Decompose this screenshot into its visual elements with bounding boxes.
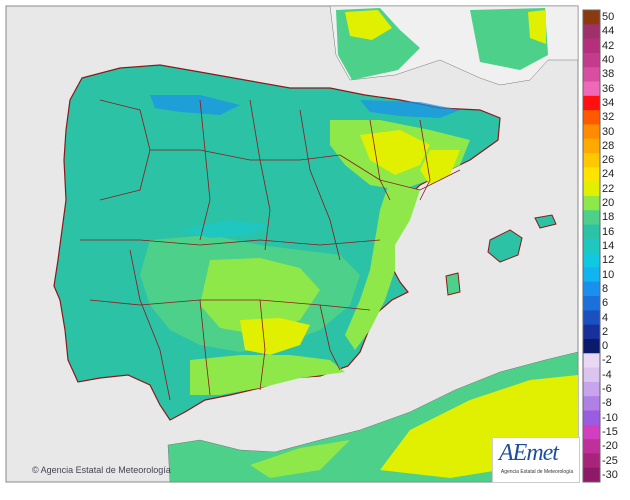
ebro-mouth-hot xyxy=(420,150,460,185)
legend-tick-label: -2 xyxy=(602,354,612,367)
africa-coast-zone xyxy=(250,440,350,478)
legend-swatch xyxy=(583,10,600,25)
legend-swatch xyxy=(583,238,600,254)
legend-swatch xyxy=(583,81,600,97)
legend-tick-label: 34 xyxy=(602,96,615,109)
legend-tick-label: 40 xyxy=(602,54,615,67)
south-coast-warm xyxy=(190,355,345,395)
legend-tick-label: -4 xyxy=(602,368,612,381)
legend-swatch xyxy=(583,381,600,397)
cantabrian-cold xyxy=(150,95,240,115)
legend-swatch xyxy=(583,95,600,111)
east-coast-warm xyxy=(345,180,420,350)
legend-swatch xyxy=(583,439,600,454)
france-hot-zone xyxy=(345,10,392,40)
france-east-zone xyxy=(470,8,548,70)
legend-tick-label: 42 xyxy=(602,39,615,52)
legend-tick-label: 44 xyxy=(602,25,615,38)
legend-swatch xyxy=(583,453,600,469)
legend-tick-label: 20 xyxy=(602,197,615,210)
legend-swatch xyxy=(583,396,600,411)
guadalquivir-hot xyxy=(240,318,310,355)
aemet-logo: AEmet Agencia Estatal de Meteorología xyxy=(492,437,580,483)
legend-swatch xyxy=(583,296,600,311)
legend-swatch xyxy=(583,424,600,440)
legend-swatch xyxy=(583,24,600,40)
legend-tick-label: 16 xyxy=(602,225,615,238)
lamancha-warm xyxy=(200,258,320,335)
mallorca-island xyxy=(487,229,523,263)
legend-tick-label: 36 xyxy=(602,82,615,95)
menorca-island xyxy=(534,214,557,229)
legend-swatch xyxy=(583,467,600,483)
legend-tick-label: -30 xyxy=(602,468,618,481)
legend-swatch xyxy=(583,253,600,268)
france-east-hot xyxy=(528,10,546,44)
legend-tick-label: 28 xyxy=(602,139,615,152)
legend-swatch xyxy=(583,167,600,183)
legend-tick-label: 8 xyxy=(602,282,609,295)
legend-tick-label: 18 xyxy=(602,211,615,224)
legend-tick-label: -8 xyxy=(602,397,612,410)
province-borders xyxy=(80,99,461,401)
legend-swatch xyxy=(583,67,600,83)
legend-swatch xyxy=(583,181,600,197)
legend-tick-label: 12 xyxy=(602,254,615,267)
copyright-symbol: © xyxy=(32,465,39,475)
legend-swatch xyxy=(583,324,600,340)
legend-tick-label: 14 xyxy=(602,240,615,252)
legend-swatch xyxy=(583,195,600,211)
legend-swatch xyxy=(583,38,600,54)
legend-tick-label: 30 xyxy=(602,125,615,138)
temperature-legend xyxy=(582,9,601,483)
legend-swatch xyxy=(583,224,600,240)
legend-tick-label: 50 xyxy=(602,11,615,24)
legend-swatch xyxy=(583,52,600,68)
credit-text: Agencia Estatal de Meteorología xyxy=(40,465,171,475)
legend-swatch xyxy=(583,310,600,326)
credit-line: © Agencia Estatal de Meteorología xyxy=(32,465,171,475)
legend-tick-label: 32 xyxy=(602,111,615,124)
legend-tick-label: -6 xyxy=(602,383,612,396)
legend-tick-label: -25 xyxy=(602,454,618,467)
legend-tick-label: -15 xyxy=(602,425,618,438)
legend-swatch xyxy=(583,281,600,297)
legend-tick-label: 38 xyxy=(602,68,615,81)
legend-swatch xyxy=(583,367,600,383)
ibiza-island xyxy=(445,272,461,296)
legend-tick-label: 24 xyxy=(602,168,615,181)
legend-tick-label: 2 xyxy=(602,325,609,338)
legend-swatch xyxy=(583,138,600,154)
central-system-cold xyxy=(180,220,270,238)
legend-tick-label: 6 xyxy=(602,297,609,310)
legend-tick-label: 4 xyxy=(602,311,609,324)
legend-tick-label: 10 xyxy=(602,268,615,281)
legend-tick-label: -10 xyxy=(602,411,618,424)
logo-mark: AEmet xyxy=(499,440,559,466)
legend-swatch xyxy=(583,353,600,369)
legend-swatch xyxy=(583,410,600,426)
legend-tick-label: -20 xyxy=(602,440,618,453)
legend-tick-label: 26 xyxy=(602,154,615,167)
pyrenees-cold xyxy=(360,100,460,118)
legend-tick-label: 22 xyxy=(602,182,615,195)
legend-frame xyxy=(582,9,601,483)
legend-swatch xyxy=(583,267,600,283)
legend-swatch xyxy=(583,338,600,354)
legend-tick-label: 0 xyxy=(602,340,609,353)
legend-swatch xyxy=(583,110,600,125)
logo-subtitle: Agencia Estatal de Meteorología xyxy=(500,469,574,475)
legend-swatch xyxy=(583,210,600,226)
legend-swatch xyxy=(583,153,600,168)
legend-swatch xyxy=(583,124,600,140)
